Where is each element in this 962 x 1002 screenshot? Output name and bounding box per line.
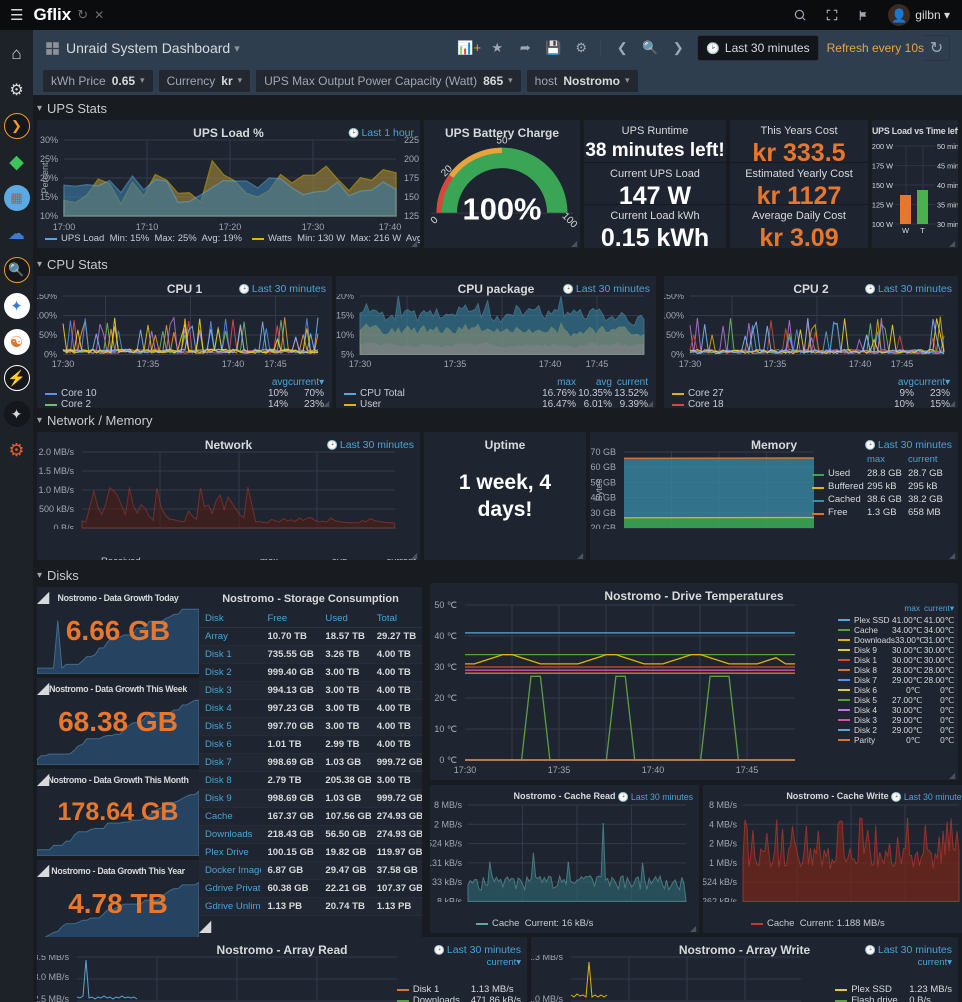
svg-text:T: T <box>920 226 925 235</box>
svg-text:10%: 10% <box>40 211 58 221</box>
svg-text:15%: 15% <box>336 311 354 321</box>
svg-text:17:30: 17:30 <box>454 765 477 775</box>
svg-text:175 W: 175 W <box>404 173 420 183</box>
svg-text:Percent: Percent <box>40 162 50 194</box>
svg-text:W: W <box>902 226 910 235</box>
svg-text:2 MB/s: 2 MB/s <box>434 819 463 829</box>
svg-text:20 ℃: 20 ℃ <box>434 693 457 703</box>
svg-text:0: 0 <box>429 214 441 226</box>
svg-text:30 ℃: 30 ℃ <box>434 662 457 672</box>
svg-text:17:00: 17:00 <box>53 222 76 232</box>
svg-text:17:30: 17:30 <box>52 359 75 369</box>
svg-text:1.5 MB/s: 1.5 MB/s <box>38 466 74 476</box>
svg-text:50%: 50% <box>39 330 57 340</box>
svg-text:17:20: 17:20 <box>219 222 242 232</box>
svg-text:524 kB/s: 524 kB/s <box>703 877 737 887</box>
svg-text:0%: 0% <box>671 350 684 360</box>
svg-text:40 ℃: 40 ℃ <box>434 631 457 641</box>
svg-text:17:40: 17:40 <box>222 359 245 369</box>
svg-text:524 kB/s: 524 kB/s <box>430 839 462 849</box>
svg-text:2.5 MB/s: 2.5 MB/s <box>37 994 69 1002</box>
svg-text:17:45: 17:45 <box>586 359 609 369</box>
svg-text:17:45: 17:45 <box>891 359 914 369</box>
svg-text:4 MB/s: 4 MB/s <box>709 819 738 829</box>
svg-text:0 B/s: 0 B/s <box>53 523 74 529</box>
svg-text:8 kB/s: 8 kB/s <box>437 896 463 902</box>
svg-text:17:30: 17:30 <box>679 359 702 369</box>
svg-text:131 kB/s: 131 kB/s <box>430 858 462 868</box>
svg-text:8 MB/s: 8 MB/s <box>434 800 463 810</box>
svg-text:17:10: 17:10 <box>136 222 159 232</box>
svg-text:0 ℃: 0 ℃ <box>439 755 457 765</box>
svg-text:1 MB/s: 1 MB/s <box>709 858 738 868</box>
svg-text:0%: 0% <box>44 350 57 360</box>
svg-text:10%: 10% <box>336 330 354 340</box>
svg-text:17:30: 17:30 <box>349 359 372 369</box>
svg-text:100: 100 <box>560 211 580 231</box>
svg-text:17:35: 17:35 <box>548 765 571 775</box>
svg-text:20 GB: 20 GB <box>590 523 616 529</box>
svg-text:17:35: 17:35 <box>764 359 787 369</box>
svg-text:60 GB: 60 GB <box>590 462 616 472</box>
svg-text:35 min: 35 min <box>937 201 958 210</box>
svg-text:30 min: 30 min <box>937 220 958 229</box>
svg-text:Bytes: Bytes <box>594 478 604 501</box>
svg-text:10 ℃: 10 ℃ <box>434 724 457 734</box>
svg-text:50%: 50% <box>666 330 684 340</box>
svg-text:45 min: 45 min <box>937 162 958 171</box>
svg-text:40 min: 40 min <box>937 181 958 190</box>
svg-text:175 W: 175 W <box>872 162 893 171</box>
svg-text:17:30: 17:30 <box>302 222 325 232</box>
svg-text:17:35: 17:35 <box>444 359 467 369</box>
svg-text:8 MB/s: 8 MB/s <box>709 800 738 810</box>
svg-text:5%: 5% <box>341 350 354 360</box>
svg-text:17:45: 17:45 <box>736 765 759 775</box>
svg-text:500 kB/s: 500 kB/s <box>39 504 75 514</box>
svg-text:200 W: 200 W <box>404 154 420 164</box>
svg-text:100%: 100% <box>463 191 542 226</box>
svg-text:50 min: 50 min <box>937 142 958 151</box>
svg-text:125 W: 125 W <box>404 211 420 221</box>
svg-text:262 kB/s: 262 kB/s <box>703 896 737 902</box>
svg-text:100%: 100% <box>664 311 684 321</box>
svg-text:125 W: 125 W <box>872 201 893 210</box>
svg-text:100 W: 100 W <box>872 220 893 229</box>
svg-text:100%: 100% <box>37 311 57 321</box>
svg-text:150 W: 150 W <box>404 192 420 202</box>
svg-text:17:35: 17:35 <box>137 359 160 369</box>
svg-text:17:40: 17:40 <box>539 359 562 369</box>
svg-text:17:40: 17:40 <box>379 222 402 232</box>
svg-text:17:40: 17:40 <box>849 359 872 369</box>
svg-text:1.0 MB/s: 1.0 MB/s <box>38 485 74 495</box>
svg-text:2 MB/s: 2 MB/s <box>709 839 738 849</box>
svg-text:17:40: 17:40 <box>642 765 665 775</box>
svg-text:1.0 MB/s: 1.0 MB/s <box>531 994 563 1002</box>
svg-text:150 W: 150 W <box>872 181 893 190</box>
svg-text:3.0 MB/s: 3.0 MB/s <box>37 972 69 982</box>
svg-text:30 GB: 30 GB <box>590 508 616 518</box>
svg-text:200 W: 200 W <box>872 142 893 151</box>
svg-text:33 kB/s: 33 kB/s <box>432 877 463 887</box>
svg-text:17:45: 17:45 <box>264 359 287 369</box>
